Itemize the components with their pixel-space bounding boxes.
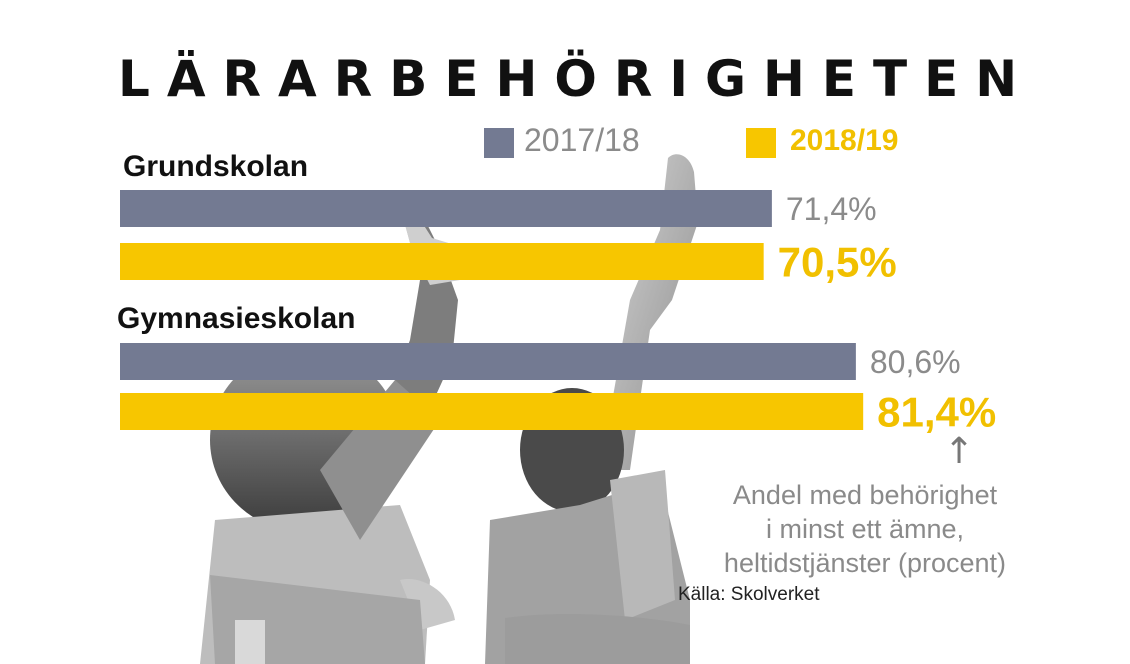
arrow-up-icon: ↑ <box>944 431 975 472</box>
category-label-gymnasieskolan: Gymnasieskolan <box>117 302 356 335</box>
chart-title: LÄRARBEHÖRIGHETEN <box>118 50 1035 108</box>
data-label-gymnasieskolan-2018-19: 81,4% <box>877 389 996 436</box>
bar-grundskolan-2018-19 <box>120 243 764 280</box>
legend-swatch-2018 <box>746 128 776 158</box>
legend-swatch-2017 <box>484 128 514 158</box>
legend-label-2018: 2018/19 <box>790 124 899 157</box>
bar-grundskolan-2017-18 <box>120 190 772 227</box>
axis-note: Andel med behörighet i minst ett ämne, h… <box>680 478 1050 580</box>
legend-label-2017: 2017/18 <box>524 122 640 158</box>
category-label-grundskolan: Grundskolan <box>123 150 309 183</box>
bar-gymnasieskolan-2017-18 <box>120 343 856 380</box>
source-credit: Källa: Skolverket <box>678 584 820 605</box>
data-label-grundskolan-2018-19: 70,5% <box>778 239 897 286</box>
data-label-gymnasieskolan-2017-18: 80,6% <box>870 344 961 380</box>
note-line-2: i minst ett ämne, <box>765 514 965 544</box>
bar-gymnasieskolan-2018-19 <box>120 393 864 430</box>
data-label-grundskolan-2017-18: 71,4% <box>786 191 877 227</box>
note-line-1: Andel med behörighet <box>732 480 998 510</box>
note-line-3: heltidstjänster (procent) <box>723 548 1007 578</box>
